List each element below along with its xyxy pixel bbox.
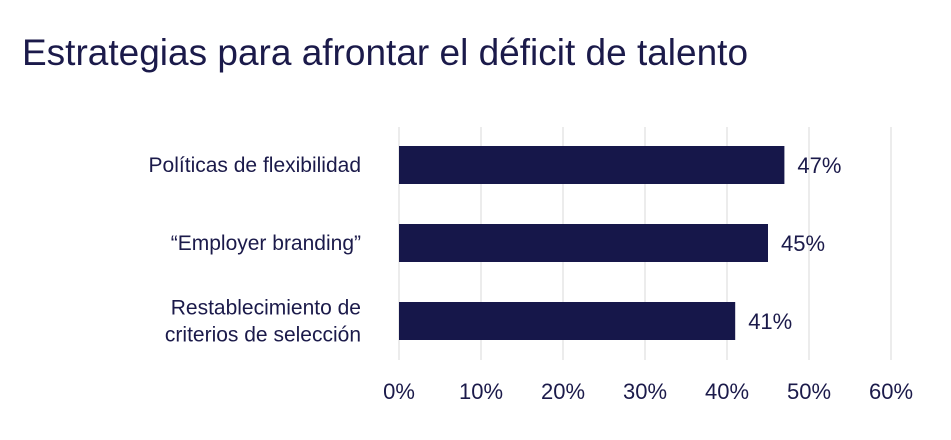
category-label: “Employer branding” (171, 232, 361, 255)
x-tick-label: 10% (459, 379, 503, 404)
bars (399, 146, 785, 340)
value-label: 47% (797, 153, 841, 178)
chart-title: Estrategias para afrontar el déficit de … (22, 32, 749, 73)
bar (399, 224, 768, 262)
category-labels: Políticas de flexibilidad “Employer brand… (149, 154, 361, 347)
x-tick-label: 50% (787, 379, 831, 404)
bar (399, 302, 736, 340)
x-tick-label: 40% (705, 379, 749, 404)
category-label-line: criterios de selección (165, 324, 361, 347)
category-label-line: “Employer branding” (171, 232, 361, 255)
x-axis-tick-labels: 0% 10% 20% 30% 40% 50% 60% (383, 379, 913, 404)
x-tick-label: 0% (383, 379, 415, 404)
category-label-line: Restablecimiento de (171, 297, 361, 320)
x-tick-label: 60% (869, 379, 913, 404)
x-tick-label: 30% (623, 379, 667, 404)
x-tick-label: 20% (541, 379, 585, 404)
category-label: Políticas de flexibilidad (149, 154, 361, 177)
bar (399, 146, 785, 184)
category-label: Restablecimiento de criterios de selecció… (165, 297, 361, 347)
value-labels: 47% 45% 41% (748, 153, 841, 334)
category-label-line: Políticas de flexibilidad (149, 154, 361, 177)
value-label: 41% (748, 309, 792, 334)
value-label: 45% (781, 231, 825, 256)
